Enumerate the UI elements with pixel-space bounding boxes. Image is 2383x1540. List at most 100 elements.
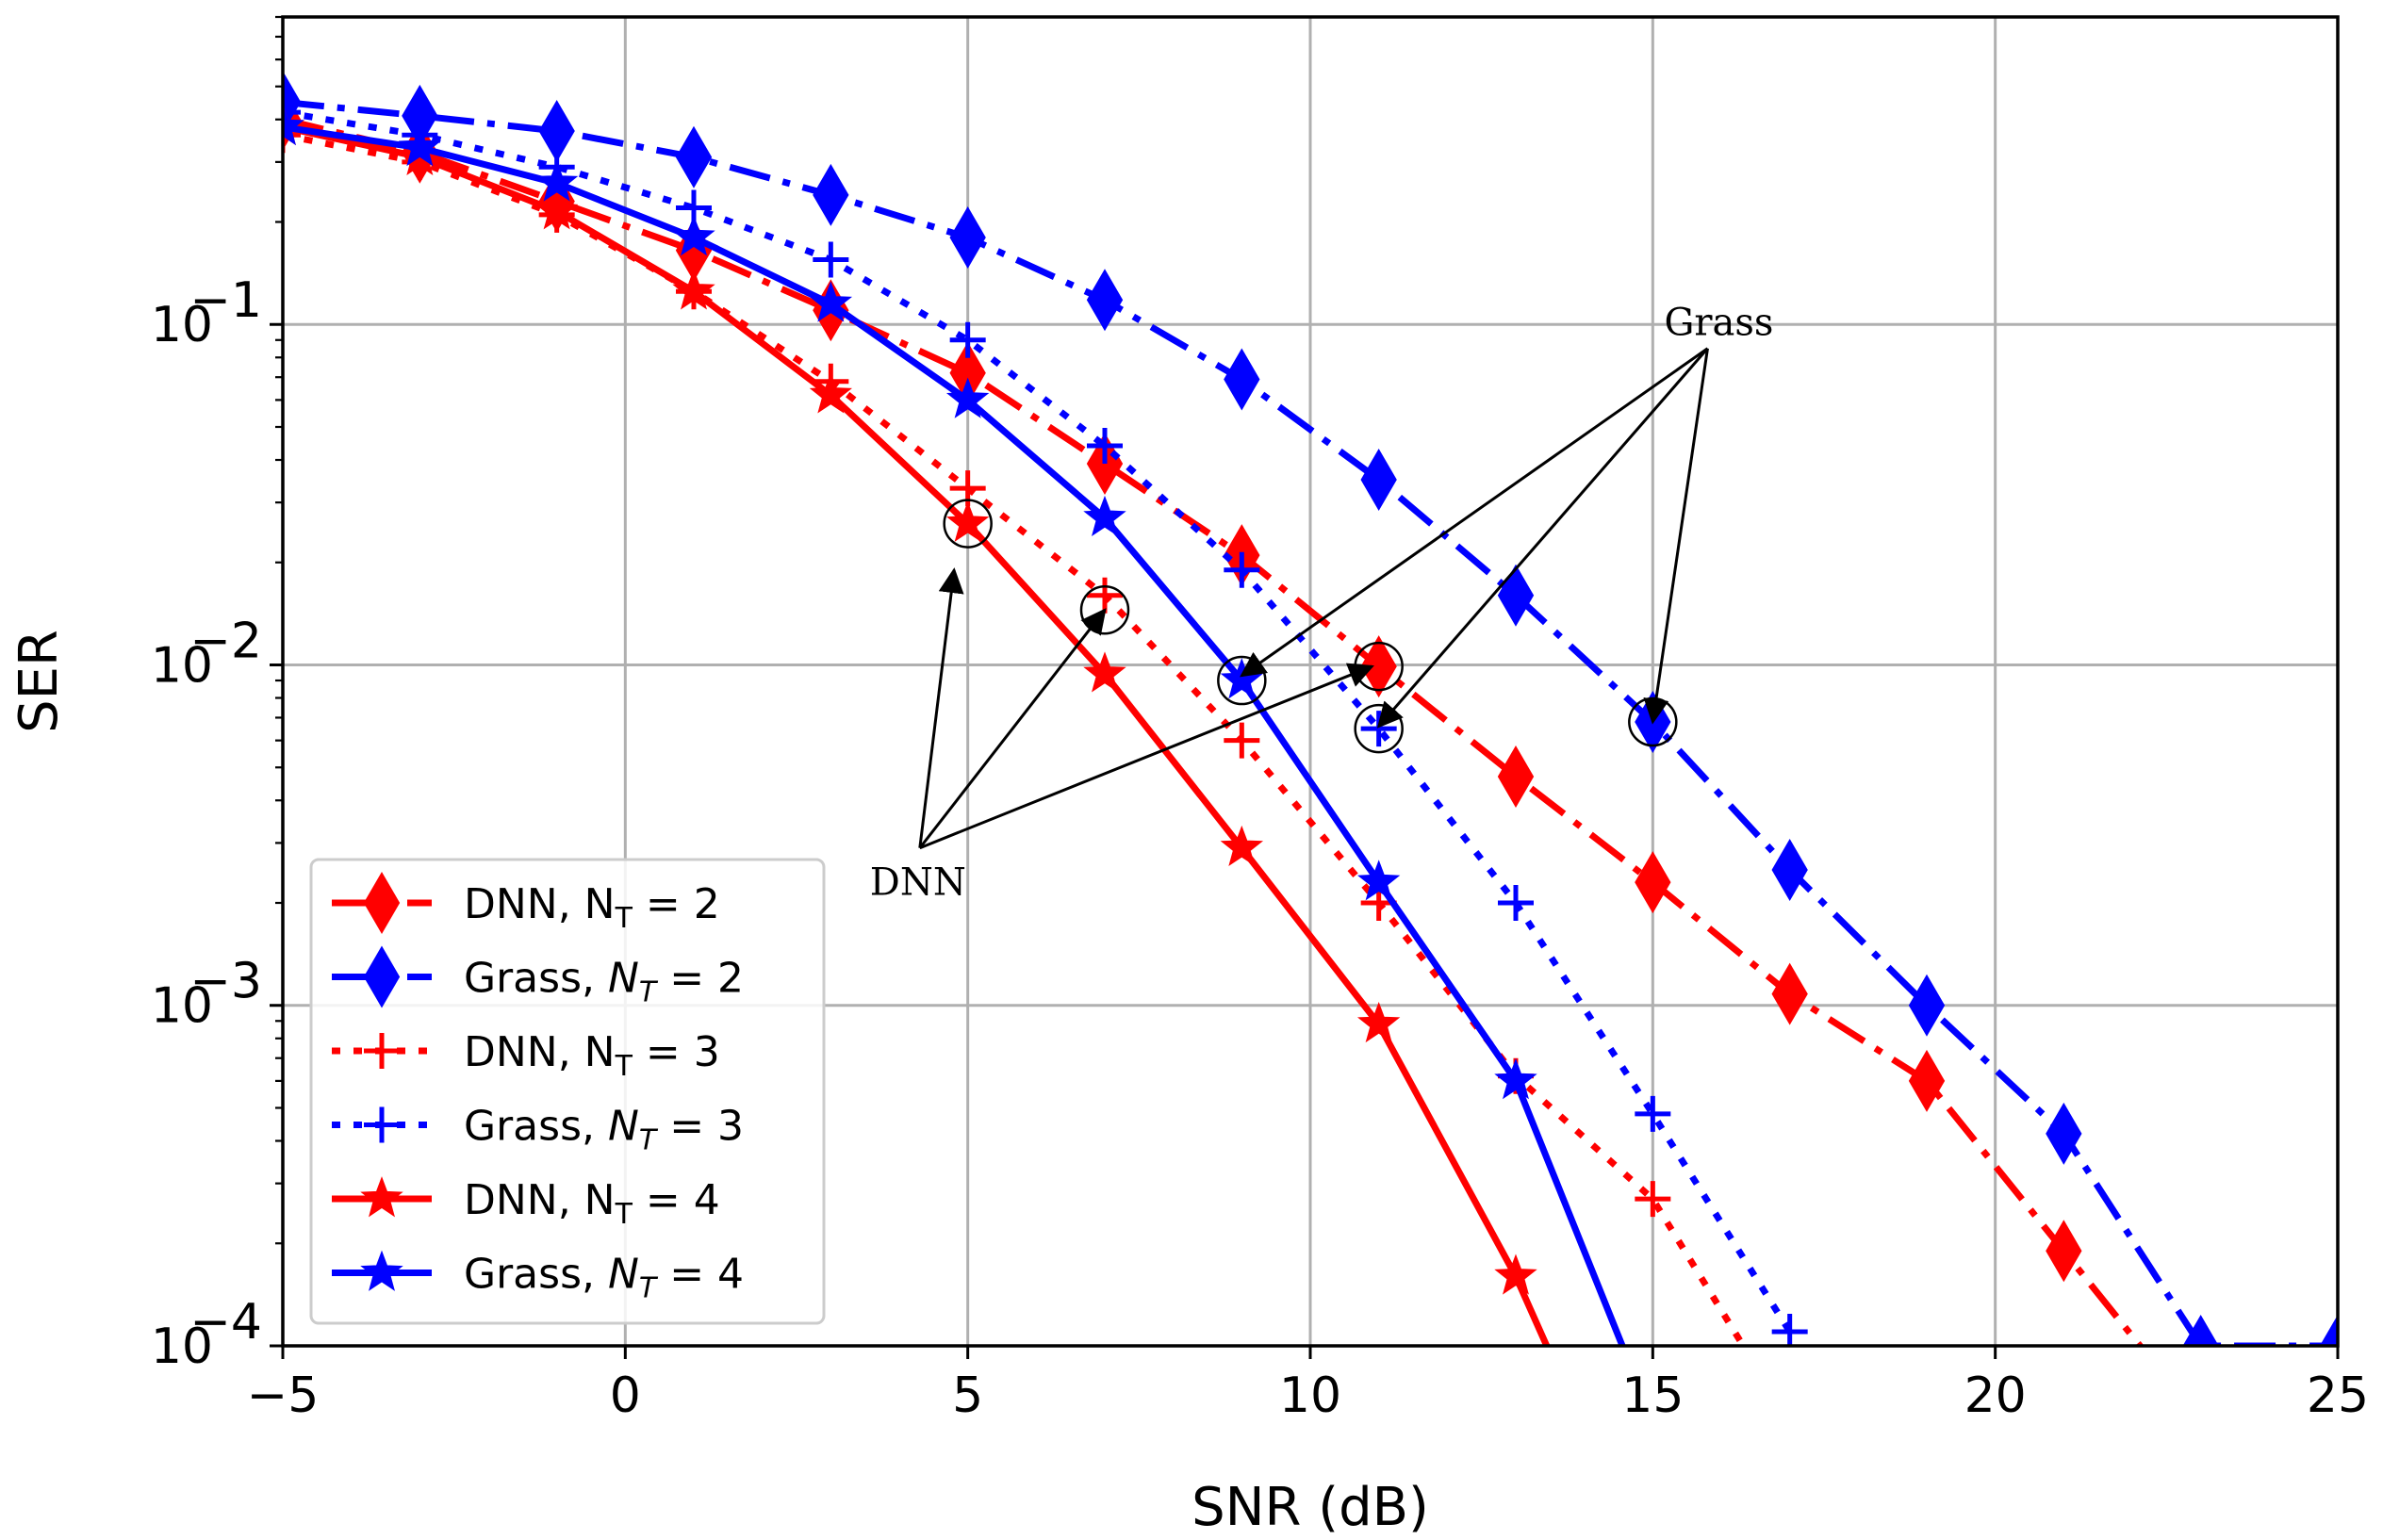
y-tick-label: 10 <box>151 297 213 353</box>
data-plus-point <box>1224 551 1260 588</box>
data-plus-point <box>1087 577 1123 614</box>
data-diamond-point <box>2184 1392 2218 1450</box>
series-4 <box>283 94 1808 1346</box>
annotation-label: Grass <box>1664 302 1773 345</box>
series-line <box>283 131 1748 1346</box>
legend: DNN, NT = 2 Grass, NT = 2 DNN, NT = 3 Grass… <box>309 858 826 1325</box>
legend-entry: Grass, NT = 3 <box>332 1103 744 1157</box>
annotation-arrow <box>1643 348 1709 725</box>
data-diamond-point <box>1360 448 1397 511</box>
data-diamond-point <box>675 125 713 188</box>
legend-label: Grass, NT = 2 <box>464 955 744 1009</box>
data-star-point <box>534 160 579 202</box>
annotation-arrow <box>918 567 964 848</box>
legend-diamond-point <box>363 945 401 1008</box>
annotation-dnn: DNN <box>870 499 1404 905</box>
data-plus-point <box>1771 1314 1808 1346</box>
data-plus-point <box>1635 1095 1671 1132</box>
legend-star-point <box>360 1176 403 1218</box>
data-star-point <box>945 500 990 542</box>
data-diamond-point <box>813 163 849 226</box>
y-tick-exponent: −4 <box>189 1294 262 1351</box>
y-tick-exponent: −2 <box>189 613 262 669</box>
data-star-point <box>809 281 853 322</box>
x-tick-label: 0 <box>610 1368 641 1424</box>
series-5 <box>283 104 1551 1346</box>
data-plus-point <box>1360 711 1397 747</box>
series-6 <box>283 104 1626 1346</box>
data-diamond-point <box>1635 851 1671 914</box>
data-star-point <box>945 377 990 418</box>
y-tick-label: 10 <box>151 978 213 1035</box>
data-diamond-point <box>1224 348 1260 411</box>
data-plus-point <box>1772 1403 1808 1439</box>
data-diamond-point <box>1771 962 1808 1025</box>
data-star-point <box>1083 651 1126 693</box>
data-star-point <box>809 372 853 414</box>
data-diamond-point <box>1086 269 1124 332</box>
annotation-grass: Grass <box>1217 302 1773 754</box>
x-tick-label: −5 <box>247 1368 320 1424</box>
data-star-point <box>534 188 579 230</box>
annotation-arrow <box>1240 347 1709 678</box>
legend-label: DNN, NT = 3 <box>464 1028 720 1083</box>
legend-diamond-point <box>363 872 401 934</box>
highlight-circle <box>943 499 993 549</box>
data-diamond-point <box>2046 1102 2082 1165</box>
data-star-point <box>398 125 442 167</box>
legend-label: Grass, NT = 4 <box>464 1251 744 1305</box>
annotation-arrow <box>919 663 1374 850</box>
legend-entry: Grass, NT = 2 <box>332 945 744 1009</box>
data-star-point <box>1356 860 1401 901</box>
data-star-point <box>283 104 304 146</box>
data-plus-point <box>1087 428 1123 465</box>
x-tick-label: 5 <box>952 1368 983 1424</box>
annotation-label: DNN <box>870 861 966 905</box>
y-axis-title: SER <box>8 630 70 733</box>
data-plus-point <box>949 321 986 358</box>
data-star-point <box>1083 495 1126 537</box>
data-diamond-point <box>2182 1315 2219 1346</box>
annotation-arrow <box>918 608 1107 849</box>
data-plus-point <box>813 241 849 278</box>
legend-label: Grass, NT = 3 <box>464 1103 744 1157</box>
data-star-point <box>1356 1001 1401 1043</box>
data-plus-point <box>283 94 301 131</box>
x-axis-title: SNR (dB) <box>1192 1477 1429 1538</box>
data-diamond-point <box>949 206 986 270</box>
data-plus-point <box>283 117 301 154</box>
data-plus-point <box>1224 722 1260 759</box>
legend-plus-point <box>364 1106 400 1143</box>
y-tick-exponent: −3 <box>189 954 262 1010</box>
legend-entry: DNN, NT = 2 <box>332 872 720 935</box>
data-plus-point <box>1635 1181 1671 1218</box>
x-tick-label: 15 <box>1621 1368 1684 1424</box>
series-2 <box>283 71 2338 1346</box>
legend-label: DNN, NT = 4 <box>464 1176 720 1231</box>
y-tick-exponent: −1 <box>189 272 262 329</box>
data-star-point <box>1220 825 1264 867</box>
series-lines <box>283 71 2338 1450</box>
x-tick-label: 10 <box>1279 1368 1341 1424</box>
data-star-point <box>672 269 715 310</box>
y-tick-label: 10 <box>151 637 213 694</box>
legend-plus-point <box>364 1033 400 1069</box>
series-line <box>283 98 2338 1346</box>
data-diamond-point <box>2046 1220 2082 1283</box>
legend-label: DNN, NT = 2 <box>464 880 720 935</box>
data-star-point <box>672 215 715 256</box>
y-tick-label: 10 <box>151 1319 213 1375</box>
legend-star-point <box>360 1250 403 1291</box>
legend-entry: Grass, NT = 4 <box>332 1251 744 1305</box>
data-diamond-point <box>1908 1049 1946 1112</box>
data-diamond-point <box>2319 1315 2338 1346</box>
data-star-point <box>1494 1058 1537 1100</box>
data-diamond-point <box>1497 745 1535 808</box>
data-diamond-point <box>1771 838 1808 901</box>
legend-entry: DNN, NT = 3 <box>332 1028 720 1083</box>
data-diamond-point <box>1908 974 1946 1037</box>
data-star-point <box>1494 1253 1537 1295</box>
data-diamond-point <box>1497 564 1535 627</box>
